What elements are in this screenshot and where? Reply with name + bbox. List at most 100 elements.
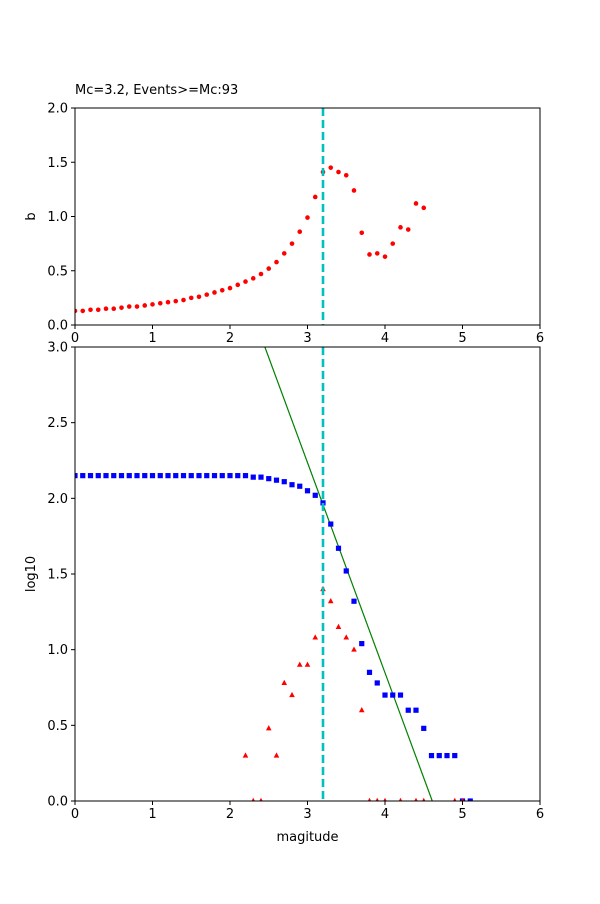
top-series-0-point [204,292,210,297]
bottom-series-0-point [467,798,473,801]
bottom-series-1-point [327,598,334,604]
bottom-x-tick-label: 4 [381,807,389,822]
bottom-series-1-point [242,752,249,758]
top-series-0-point [305,215,310,220]
bottom-series-1-point [273,752,280,758]
top-series-0-point [119,305,124,310]
top-series-0-point [188,295,194,301]
bottom-y-tick-label: 2.0 [47,492,68,507]
bottom-series-0-point [165,473,171,479]
bottom-series-1-point [312,634,319,640]
bottom-series-1-point [281,679,288,685]
top-x-tick-label: 4 [381,331,389,346]
bottom-series-0-point [328,521,334,527]
bottom-series-1-point [335,623,342,629]
bottom-y-tick-label: 3.0 [47,341,68,356]
bottom-series-0-point [103,473,109,479]
bottom-series-1-point [265,725,272,731]
bottom-series-0-point [126,473,132,479]
bottom-series-1-point [343,634,350,640]
bottom-series-0-point [289,482,295,488]
bottom-series-0-point [204,473,210,479]
bottom-y-tick-label: 1.0 [47,643,68,658]
bottom-x-tick-label: 2 [226,807,234,822]
bottom-y-tick-label: 1.5 [47,568,68,583]
bottom-series-0-point [273,477,280,483]
top-series-0-point [243,279,248,284]
bottom-series-0-point [219,473,225,479]
bottom-series-0-point [173,473,179,479]
bottom-series-0-point [227,473,233,479]
bottom-series-0-point [452,753,458,759]
top-x-tick-label: 1 [148,331,156,346]
bottom-series-0-point [111,473,117,479]
top-series-0-point [150,302,155,307]
bottom-series-0-point [258,474,264,480]
top-series-0-point [374,251,380,256]
top-series-0-point [413,201,419,206]
bottom-x-tick-label: 6 [536,807,544,822]
bottom-series-1-point [358,707,365,713]
top-series-0-point [281,251,287,256]
bottom-x-tick-label: 0 [71,807,79,822]
bottom-series-0-point [421,725,427,731]
bottom-series-0-point [359,641,365,647]
top-series-0-point [75,308,78,314]
top-series-0-point [88,307,93,313]
top-series-0-point [382,254,388,259]
bottom-series-0-point [374,680,380,686]
top-series-0-point [157,301,163,306]
bottom-series-0-point [312,492,318,498]
top-marks [75,165,427,314]
top-series-0-point [227,285,233,291]
bottom-series-0-point [343,568,349,574]
top-series-0-point [111,306,117,312]
top-chart-title: Mc=3.2, Events>=Mc:93 [75,83,238,98]
bottom-y-tick-label: 0.5 [47,719,68,734]
bottom-series-0-point [242,473,249,479]
bottom-series-0-point [118,473,125,479]
bottom-y-tick-label: 2.5 [47,416,68,431]
bottom-series-0-point [366,669,373,675]
bottom-marks [75,347,473,801]
top-x-tick-label: 0 [71,331,79,346]
top-x-tick-label: 3 [303,331,311,346]
bottom-series-0-point [142,473,148,479]
top-series-0-point [289,241,295,246]
bottom-series-1-point [367,797,372,801]
top-series-0-point [421,205,427,211]
bottom-series-0-point [382,692,388,698]
top-series-0-point [266,266,272,271]
top-series-0-point [212,290,217,295]
top-series-0-point [390,241,396,246]
top-series-0-point [95,307,101,313]
bottom-series-0-point [320,500,326,506]
top-series-0-point [173,298,179,304]
top-series-0-point [336,169,341,175]
bottom-fit-line [264,347,433,801]
bottom-series-0-point [297,483,303,489]
top-series-0-point [103,306,109,312]
bottom-series-1-point [383,797,387,801]
top-series-0-point [274,259,279,265]
bottom-series-1-point [351,646,357,652]
bottom-series-0-point [444,753,450,759]
bottom-x-tick-label: 3 [303,807,311,822]
top-y-tick-label: 2.0 [47,102,68,117]
top-series-0-point [196,294,202,300]
bottom-series-1-point [375,797,379,801]
bottom-plot-area: 0 1 2 3 4 5 6 0.0 0.5 1.0 1.5 2.0 2.5 3.0 log10 magitud… [24,341,544,846]
bottom-series-0-point [87,473,94,479]
bottom-x-axis-label: magitude [276,830,338,845]
top-y-tick-label: 1.5 [47,156,68,171]
bottom-series-1-point [289,691,295,698]
bottom-series-0-point [250,474,256,480]
top-series-0-point [258,271,264,277]
bottom-series-0-point [235,473,241,479]
bottom-series-1-point [251,797,255,801]
bottom-series-1-point [460,797,465,801]
top-series-0-point [351,188,357,193]
bottom-series-1-point [453,797,457,801]
bottom-series-1-point [304,661,311,667]
